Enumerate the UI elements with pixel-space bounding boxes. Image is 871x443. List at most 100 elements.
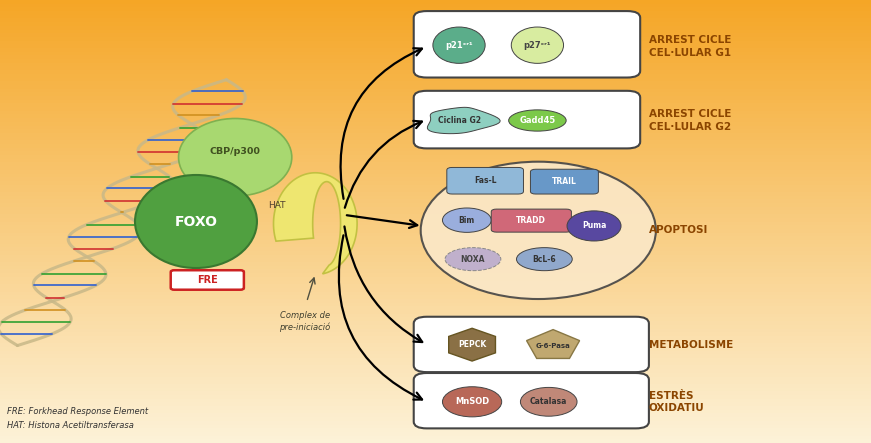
Bar: [0, 207, 871, 210]
Bar: [0, 30, 871, 33]
Bar: [0, 199, 871, 203]
Bar: [0, 192, 871, 196]
Ellipse shape: [442, 208, 491, 232]
FancyBboxPatch shape: [447, 167, 523, 194]
Text: FRE: FRE: [197, 275, 218, 285]
Bar: [0, 136, 871, 140]
Text: BcL-6: BcL-6: [532, 255, 557, 264]
Bar: [0, 343, 871, 347]
Bar: [0, 402, 871, 406]
Text: APOPTOSI: APOPTOSI: [649, 225, 708, 235]
Bar: [0, 369, 871, 373]
Text: ARREST CICLE
CEL·LULAR G2: ARREST CICLE CEL·LULAR G2: [649, 109, 732, 132]
Bar: [0, 37, 871, 41]
Bar: [0, 413, 871, 417]
Bar: [0, 273, 871, 277]
Text: FRE: Forkhead Response Element: FRE: Forkhead Response Element: [7, 407, 148, 416]
Polygon shape: [527, 330, 579, 358]
Bar: [0, 8, 871, 11]
Bar: [0, 336, 871, 340]
Text: FOXO: FOXO: [174, 214, 218, 229]
Bar: [0, 55, 871, 59]
Text: p27ᶜʳ¹: p27ᶜʳ¹: [523, 41, 551, 50]
FancyBboxPatch shape: [414, 317, 649, 372]
Ellipse shape: [521, 387, 577, 416]
Text: Complex de
pre-iniciació: Complex de pre-iniciació: [280, 311, 330, 331]
Bar: [0, 310, 871, 314]
Bar: [0, 277, 871, 280]
Bar: [0, 358, 871, 362]
Bar: [0, 41, 871, 44]
FancyBboxPatch shape: [414, 11, 640, 78]
Polygon shape: [428, 107, 500, 134]
Text: CBP/p300: CBP/p300: [210, 148, 260, 156]
Ellipse shape: [421, 162, 656, 299]
Bar: [0, 33, 871, 37]
Bar: [0, 214, 871, 218]
Bar: [0, 185, 871, 188]
Bar: [0, 432, 871, 435]
Bar: [0, 152, 871, 155]
Text: ARREST CICLE
CEL·LULAR G1: ARREST CICLE CEL·LULAR G1: [649, 35, 732, 58]
Text: PEPCK: PEPCK: [458, 340, 486, 349]
Bar: [0, 332, 871, 336]
Text: Puma: Puma: [582, 222, 606, 230]
FancyBboxPatch shape: [414, 373, 649, 428]
Bar: [0, 159, 871, 163]
Bar: [0, 85, 871, 89]
Bar: [0, 0, 871, 4]
Bar: [0, 148, 871, 152]
Bar: [0, 388, 871, 391]
FancyBboxPatch shape: [530, 169, 598, 194]
Bar: [0, 89, 871, 92]
Bar: [0, 78, 871, 81]
Bar: [0, 307, 871, 310]
Bar: [0, 225, 871, 229]
Bar: [0, 218, 871, 222]
Text: NOXA: NOXA: [461, 255, 485, 264]
Bar: [0, 318, 871, 321]
Bar: [0, 321, 871, 325]
Polygon shape: [273, 173, 357, 274]
Bar: [0, 428, 871, 432]
Bar: [0, 391, 871, 395]
Bar: [0, 144, 871, 148]
Bar: [0, 188, 871, 192]
Bar: [0, 122, 871, 125]
Text: Ciclina G2: Ciclina G2: [437, 116, 481, 125]
Text: METABOLISME: METABOLISME: [649, 340, 733, 350]
Bar: [0, 44, 871, 48]
Bar: [0, 325, 871, 329]
Bar: [0, 26, 871, 30]
Bar: [0, 247, 871, 251]
Bar: [0, 107, 871, 111]
Text: HAT: Histona Acetiltransferasa: HAT: Histona Acetiltransferasa: [7, 421, 134, 430]
Ellipse shape: [445, 248, 501, 271]
Bar: [0, 410, 871, 413]
Bar: [0, 70, 871, 74]
Ellipse shape: [433, 27, 485, 63]
Bar: [0, 114, 871, 118]
Bar: [0, 63, 871, 66]
Bar: [0, 181, 871, 185]
Bar: [0, 351, 871, 354]
Ellipse shape: [179, 119, 292, 196]
Ellipse shape: [135, 175, 257, 268]
Bar: [0, 15, 871, 19]
Bar: [0, 133, 871, 136]
Bar: [0, 81, 871, 85]
Bar: [0, 258, 871, 262]
Bar: [0, 96, 871, 100]
Bar: [0, 100, 871, 103]
Bar: [0, 222, 871, 225]
Bar: [0, 303, 871, 307]
Bar: [0, 269, 871, 273]
Bar: [0, 74, 871, 78]
Bar: [0, 406, 871, 410]
Bar: [0, 284, 871, 288]
Text: MnSOD: MnSOD: [455, 397, 490, 406]
Text: Bim: Bim: [459, 216, 475, 225]
Bar: [0, 251, 871, 255]
Bar: [0, 125, 871, 129]
Bar: [0, 19, 871, 22]
